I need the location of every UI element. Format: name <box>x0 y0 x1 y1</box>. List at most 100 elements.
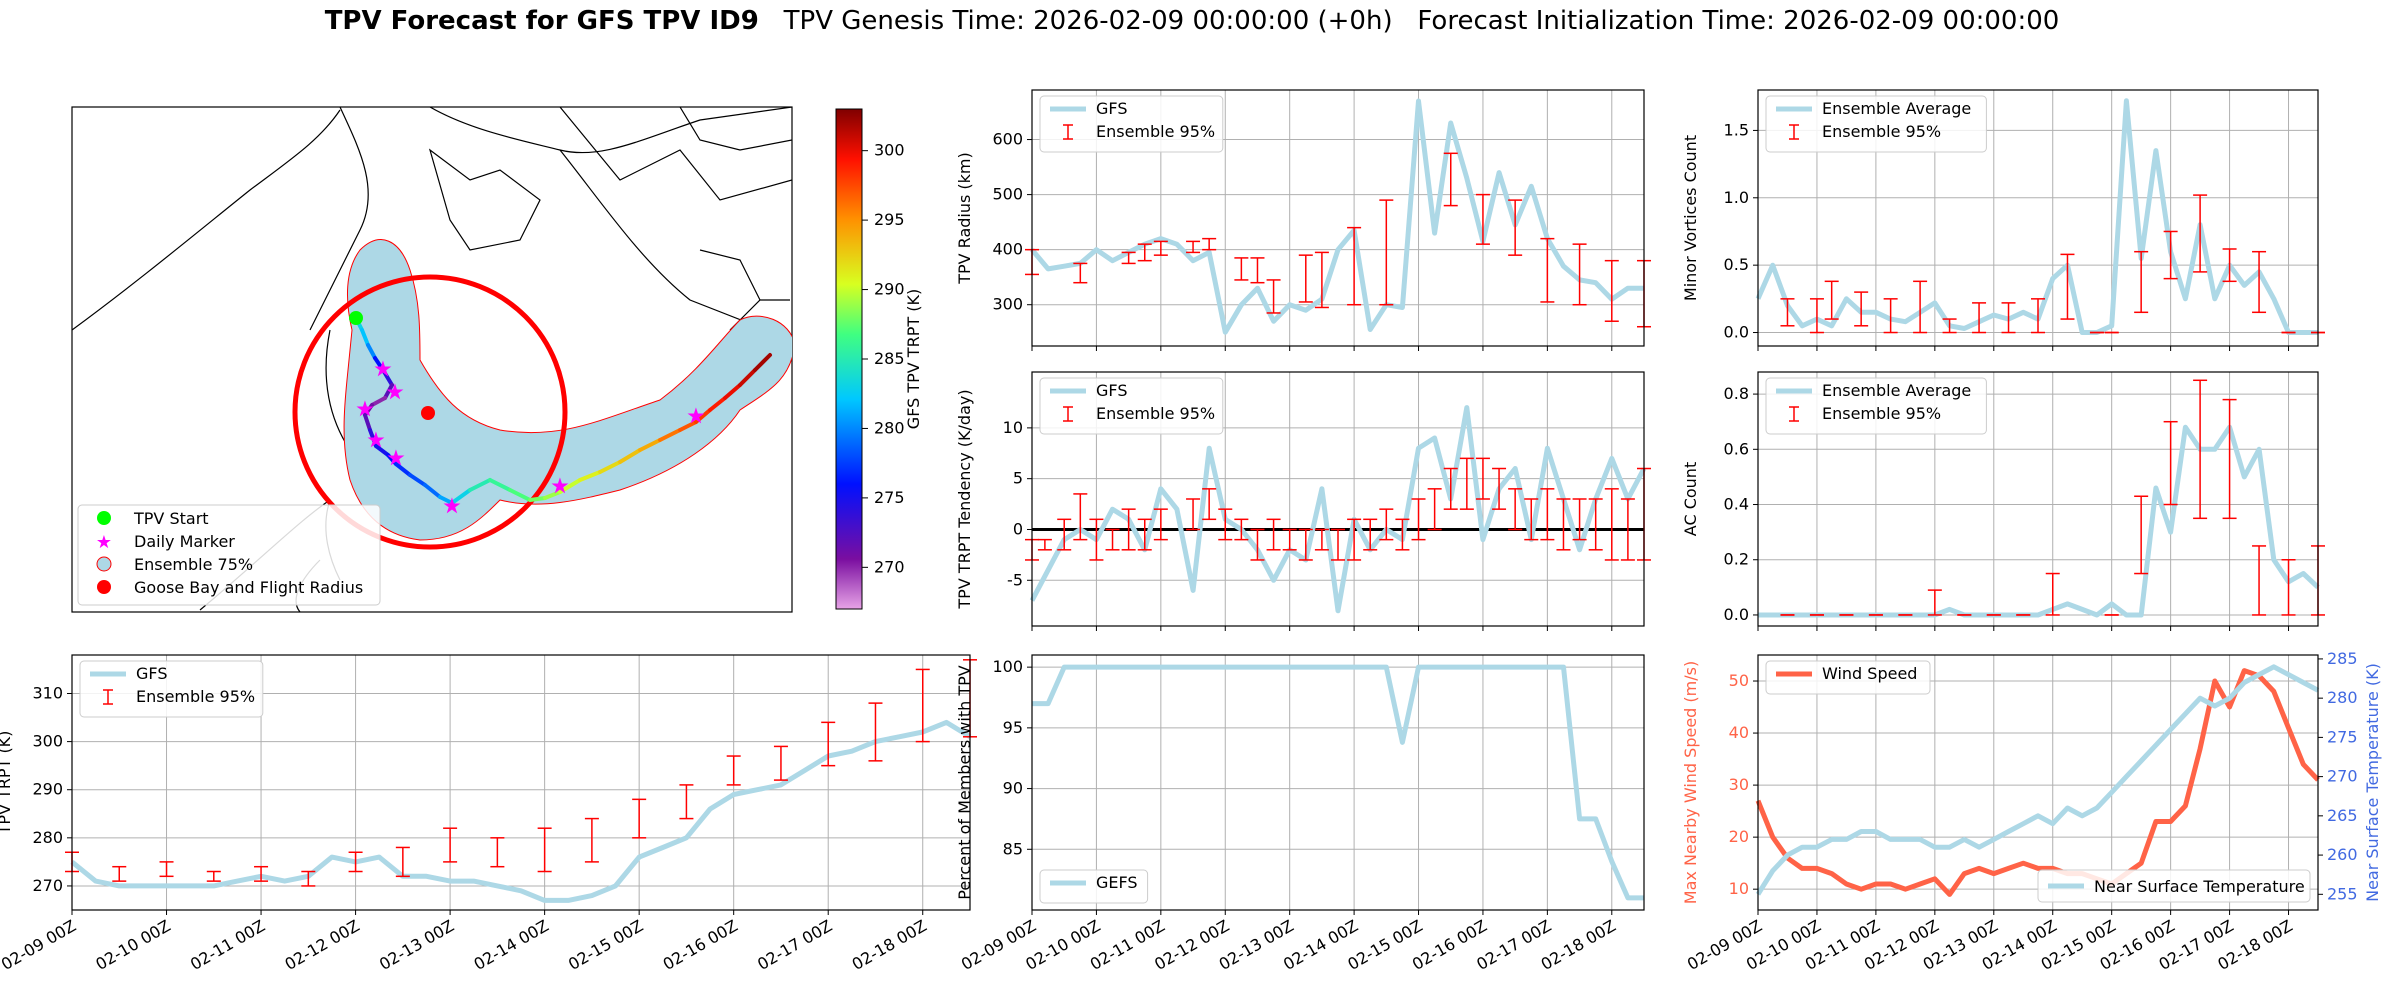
track-segment <box>638 438 662 452</box>
error-bar <box>1492 467 1507 510</box>
y-axis-label: Max Nearby Wind Speed (m/s) <box>1681 661 1700 904</box>
y-tick-label: 500 <box>992 185 1023 204</box>
track-segment <box>558 478 582 494</box>
daily-marker: ★ <box>357 399 373 420</box>
error-bar <box>1347 518 1362 561</box>
y-tick-label: 95 <box>1003 718 1023 737</box>
plot-frame <box>1757 371 2319 627</box>
error-bar <box>1379 199 1394 306</box>
error-bar <box>1314 528 1329 551</box>
error-bar <box>254 865 269 882</box>
legend-tpv-start: TPV Start <box>133 509 209 528</box>
error-bar <box>537 827 552 873</box>
track-segment <box>578 470 602 482</box>
y-axis-label: TPV TRPT (K) <box>0 731 14 836</box>
title-genesis-time: TPV Genesis Time: 2026-02-09 00:00:00 (+… <box>783 6 1393 36</box>
track-segment <box>386 453 398 466</box>
error-bar <box>1250 528 1265 561</box>
y-tick-label: 0.8 <box>1724 384 1749 403</box>
x-tick-label: 02-16 00Z <box>660 916 741 974</box>
error-bar <box>1073 493 1088 541</box>
error-bar <box>2045 572 2060 616</box>
error-bar <box>1057 518 1072 551</box>
plot-frame <box>1031 371 1645 627</box>
legend-entry: Near Surface Temperature <box>2094 877 2305 896</box>
error-bar <box>1314 251 1329 309</box>
y-tick-label: 280 <box>32 828 63 847</box>
chart-radius: 300 400 500 600 TPV Radius (km) GFS Ensemble 9… <box>955 89 1651 351</box>
error-bar <box>159 861 174 878</box>
figure-title: TPV Forecast for GFS TPV ID9 TPV Genesis… <box>0 6 2384 36</box>
legend-ensemble-75: Ensemble 75% <box>134 555 253 574</box>
error-bar <box>1379 508 1394 541</box>
error-bar <box>726 755 741 786</box>
error-bar <box>821 721 836 767</box>
error-bar <box>2163 230 2178 280</box>
error-bar <box>301 870 316 887</box>
chart-legend-right: Near Surface Temperature <box>2037 869 2311 903</box>
error-bar <box>1854 291 1869 327</box>
y-tick-label: 40 <box>1729 723 1749 742</box>
track-segment <box>468 478 492 492</box>
error-bar <box>1073 262 1088 284</box>
y-tick-label: 300 <box>32 732 63 751</box>
daily-marker: ★ <box>552 476 568 497</box>
error-bar <box>2001 302 2016 334</box>
legend-entry: Ensemble 95% <box>1096 122 1215 141</box>
legend-goose-bay-icon <box>97 580 111 594</box>
legend-entry: Ensemble Average <box>1822 99 1971 118</box>
error-bar <box>1508 488 1523 531</box>
error-bar <box>2193 194 2208 273</box>
error-bar <box>1604 259 1619 322</box>
error-bar <box>584 817 599 863</box>
track-segment <box>394 462 412 477</box>
track-segment <box>508 488 532 502</box>
x-tick-label: 02-18 00Z <box>849 916 930 974</box>
y-axis-label: TPV TRPT Tendency (K/day) <box>955 389 974 609</box>
colorbar-tick-label: 280 <box>874 418 905 437</box>
x-tick-label: 02-12 00Z <box>281 916 362 974</box>
y-axis-label: TPV Radius (km) <box>955 152 974 285</box>
y-tick-label: 0.0 <box>1724 323 1749 342</box>
chart-legend: GFS Ensemble 95% <box>1039 377 1224 435</box>
chart-legend: Wind Speed <box>1765 660 1931 695</box>
legend-entry: Ensemble 95% <box>1822 404 1941 423</box>
track-segment <box>373 356 385 372</box>
error-bar <box>915 668 930 743</box>
track-segment <box>408 473 427 487</box>
colorbar-tick-label: 290 <box>874 280 905 299</box>
chart-legend: Ensemble Average Ensemble 95% <box>1765 95 1987 153</box>
y-right-tick-label: 270 <box>2327 767 2358 786</box>
y-tick-label: 0.0 <box>1724 605 1749 624</box>
legend-entry: Ensemble 95% <box>1822 122 1941 141</box>
y-tick-label: 1.0 <box>1724 188 1749 207</box>
track-segment <box>381 368 394 387</box>
error-bar <box>1298 528 1313 561</box>
title-init-time: Forecast Initialization Time: 2026-02-09… <box>1417 6 2060 36</box>
legend-daily-marker-icon: ★ <box>96 532 112 553</box>
plot-frame <box>71 654 971 911</box>
y-tick-label: 0.5 <box>1724 255 1749 274</box>
x-tick-label: 02-14 00Z <box>471 916 552 974</box>
error-bar <box>2060 253 2075 320</box>
series-line-wind-speed <box>1755 668 2320 897</box>
track-segment <box>694 408 712 424</box>
legend-entry: GEFS <box>1096 873 1138 892</box>
track-segment <box>360 328 370 347</box>
error-bar <box>206 870 221 882</box>
y-right-tick-label: 285 <box>2327 649 2358 668</box>
y-axis-label: AC Count <box>1681 462 1700 536</box>
track-segment <box>753 353 772 372</box>
legend-entry: GFS <box>1096 381 1127 400</box>
chart-trpt: 270 280 290 300 310 02-09 00Z 02-10 00Z 02-11 0… <box>0 654 977 974</box>
track-segment <box>370 396 387 407</box>
error-bar <box>1234 257 1249 281</box>
error-bar <box>2163 420 2178 506</box>
error-bar <box>1105 528 1120 551</box>
error-bar <box>112 865 127 882</box>
track-segment <box>374 444 390 457</box>
error-bar <box>1780 298 1795 327</box>
chart-tendency: -5 0 5 10 TPV TRPT Tendency (K/day) GFS Ensemb… <box>955 371 1651 631</box>
